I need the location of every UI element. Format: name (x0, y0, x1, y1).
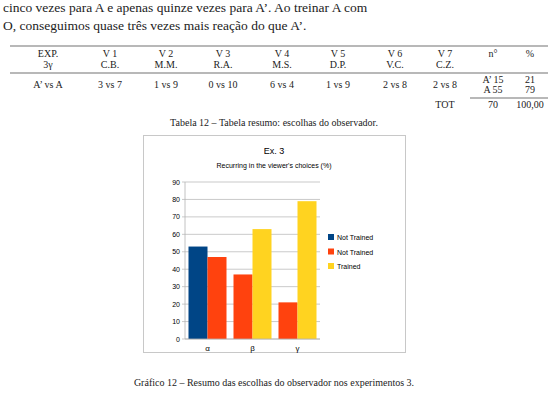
table-header: C.B. (101, 59, 119, 70)
chart: Ex. 3 Recurring in the viewer's choices (… (144, 136, 406, 354)
table: EXP.3γ V 1C.B. V 2M.M. V 3R.A. V 4M.S. V 5D.P… (10, 46, 548, 110)
grid-line (185, 182, 320, 183)
table-cell: 3 vs 7 (98, 79, 122, 90)
bars (189, 201, 317, 339)
table-cell: 1 vs 9 (154, 79, 178, 90)
bar (189, 247, 208, 339)
table-cell: 0 vs 10 (209, 79, 238, 90)
y-axis (185, 182, 186, 339)
y-tick-label: 90 (172, 179, 180, 186)
legend-swatch (328, 249, 334, 255)
y-tick-label: 20 (172, 301, 180, 308)
bar (298, 201, 317, 339)
table-header: V 3 (216, 48, 231, 59)
table-cell: 6 vs 4 (270, 79, 294, 90)
bar (253, 229, 272, 339)
table-cell: A’ vs A (33, 79, 63, 90)
grid-line (185, 339, 320, 340)
y-tick (182, 216, 185, 217)
y-tick (182, 321, 185, 322)
y-tick-label: 30 (172, 283, 180, 290)
table-header: M.S. (272, 59, 291, 70)
y-tick (182, 339, 185, 340)
table-header: M.M. (155, 59, 178, 70)
y-tick-label: 70 (172, 213, 180, 220)
chart-caption: Gráfico 12 – Resumo das escolhas do obse… (134, 377, 414, 388)
legend-swatch (328, 263, 334, 269)
chart-title: Ex. 3 (264, 146, 285, 156)
bar (279, 302, 298, 339)
table-header: 3γ (43, 59, 53, 70)
table-header: V 5 (331, 48, 346, 59)
x-tick-label: α (205, 344, 210, 353)
table-header: V 4 (275, 48, 290, 59)
table-rule (10, 73, 548, 74)
x-axis (185, 339, 320, 340)
y-tick (182, 182, 185, 183)
legend-label: Not Trained (337, 234, 373, 241)
y-tick (182, 286, 185, 287)
table-header: V 7 (438, 48, 453, 59)
y-tick-label: 80 (172, 196, 180, 203)
chart-frame (144, 136, 406, 353)
table-cell: 79 (525, 84, 535, 95)
y-tick (182, 304, 185, 305)
table-header: D.P. (330, 59, 347, 70)
y-tick (182, 234, 185, 235)
table-cell: A 55 (483, 84, 502, 95)
table-cell: 2 vs 8 (383, 79, 407, 90)
table-header: V 2 (159, 48, 174, 59)
table-header: V.C. (386, 59, 404, 70)
y-tick-label: 50 (172, 248, 180, 255)
page: cinco vezes para A e apenas quinze vezes… (0, 0, 548, 397)
x-tick-label: γ (296, 344, 300, 353)
y-tick-label: 10 (172, 318, 180, 325)
y-tick-label: 40 (172, 266, 180, 273)
body-text: O, conseguimos quase três vezes mais rea… (3, 18, 306, 33)
y-tick (182, 269, 185, 270)
table-header: n° (489, 48, 498, 59)
y-tick-label: 0 (176, 336, 180, 343)
table-total: 100,00 (516, 99, 544, 110)
table-rule (10, 46, 548, 47)
table-header: % (526, 48, 534, 59)
table-total: TOT (435, 99, 454, 110)
bar (234, 274, 253, 339)
table-header: R.A. (214, 59, 233, 70)
y-tick (182, 251, 185, 252)
bar (208, 257, 227, 339)
table-header: V 1 (103, 48, 118, 59)
table-caption: Tabela 12 – Tabela resumo: escolhas do o… (170, 117, 378, 128)
table-total: 70 (488, 99, 498, 110)
chart-subtitle: Recurring in the viewer's choices (%) (217, 162, 332, 170)
table-cell: 2 vs 8 (433, 79, 457, 90)
legend-label: Not Trained (337, 249, 373, 256)
table-header: V 6 (388, 48, 403, 59)
y-tick-label: 60 (172, 231, 180, 238)
legend-label: Trained (337, 263, 361, 270)
table-header: EXP. (38, 48, 58, 59)
legend-swatch (328, 234, 334, 240)
grid-line (185, 199, 320, 200)
body-text: cinco vezes para A e apenas quinze vezes… (3, 0, 368, 15)
table-header: C.Z. (436, 59, 454, 70)
table-cell: 1 vs 9 (326, 79, 350, 90)
y-tick (182, 199, 185, 200)
x-tick-label: β (250, 344, 255, 353)
